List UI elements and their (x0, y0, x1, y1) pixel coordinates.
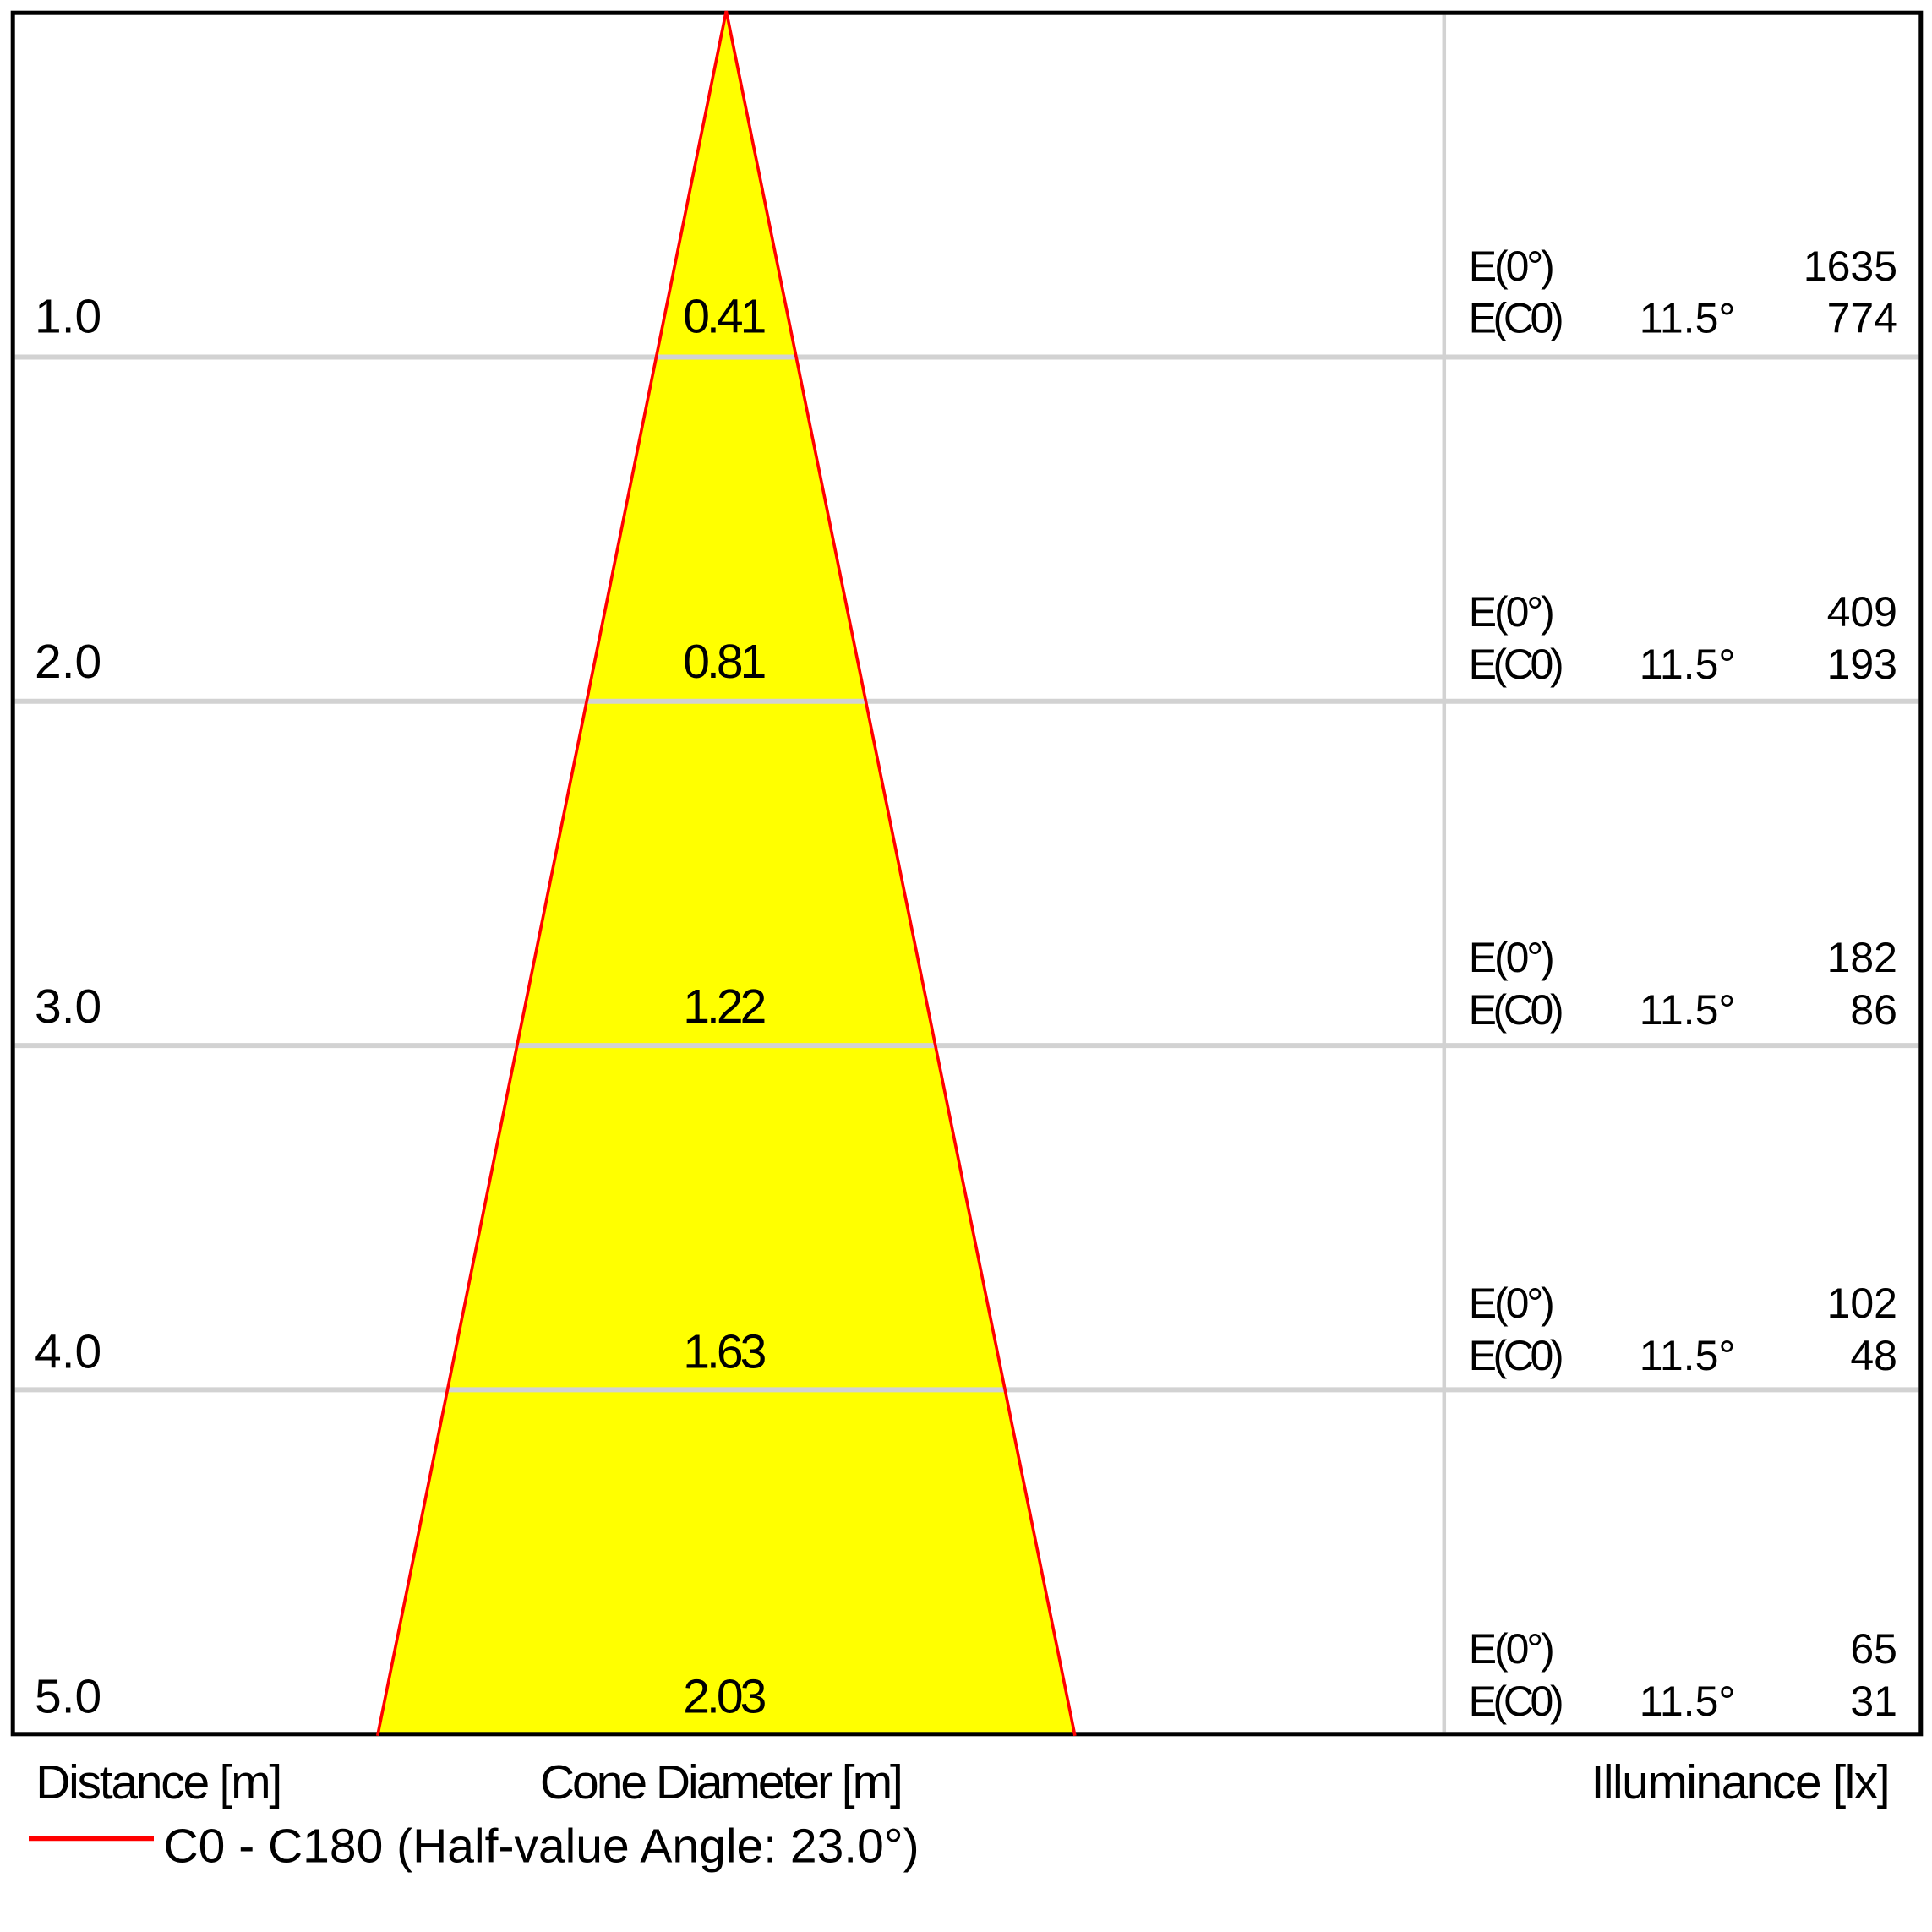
svg-text:Distance [m]: Distance [m] (35, 1755, 282, 1809)
svg-text:65: 65 (1850, 1625, 1897, 1673)
svg-text:E(0°): E(0°) (1469, 934, 1555, 981)
svg-text:11.5°: 11.5° (1640, 641, 1736, 688)
svg-text:E(C0): E(C0) (1469, 295, 1564, 342)
svg-text:5.0: 5.0 (35, 1670, 101, 1724)
svg-text:86: 86 (1850, 986, 1897, 1034)
svg-text:182: 182 (1827, 934, 1897, 981)
svg-text:48: 48 (1850, 1332, 1897, 1379)
svg-text:409: 409 (1827, 588, 1897, 636)
svg-text:2.03: 2.03 (683, 1670, 767, 1724)
svg-text:Cone Diameter [m]: Cone Diameter [m] (540, 1755, 903, 1809)
svg-text:4.0: 4.0 (35, 1324, 101, 1378)
svg-text:E(C0): E(C0) (1469, 1332, 1564, 1379)
svg-text:Illuminance [lx]: Illuminance [lx] (1591, 1755, 1891, 1809)
svg-text:11.5°: 11.5° (1640, 1678, 1736, 1725)
svg-text:E(0°): E(0°) (1469, 243, 1555, 290)
svg-text:0.81: 0.81 (683, 635, 767, 689)
svg-text:11.5°: 11.5° (1640, 986, 1736, 1034)
svg-text:E(0°): E(0°) (1469, 1625, 1555, 1673)
svg-text:193: 193 (1827, 641, 1897, 688)
svg-text:1.0: 1.0 (35, 290, 101, 344)
svg-text:102: 102 (1827, 1280, 1897, 1327)
svg-text:3.0: 3.0 (35, 980, 101, 1034)
svg-text:1.22: 1.22 (683, 980, 767, 1034)
svg-text:1635: 1635 (1804, 243, 1897, 290)
svg-text:11.5°: 11.5° (1640, 1332, 1736, 1379)
svg-text:E(C0): E(C0) (1469, 1678, 1564, 1725)
svg-text:31: 31 (1850, 1678, 1897, 1725)
svg-text:11.5°: 11.5° (1640, 295, 1736, 342)
svg-text:E(C0): E(C0) (1469, 641, 1564, 688)
svg-text:E(0°): E(0°) (1469, 1280, 1555, 1327)
svg-text:1.63: 1.63 (683, 1324, 767, 1378)
svg-text:0.41: 0.41 (683, 290, 767, 344)
svg-text:E(0°): E(0°) (1469, 588, 1555, 636)
svg-text:E(C0): E(C0) (1469, 986, 1564, 1034)
svg-text:2.0: 2.0 (35, 635, 101, 689)
svg-text:774: 774 (1827, 295, 1897, 342)
svg-text:C0 - C180 (Half-value Angle: 2: C0 - C180 (Half-value Angle: 23.0°) (164, 1820, 920, 1874)
